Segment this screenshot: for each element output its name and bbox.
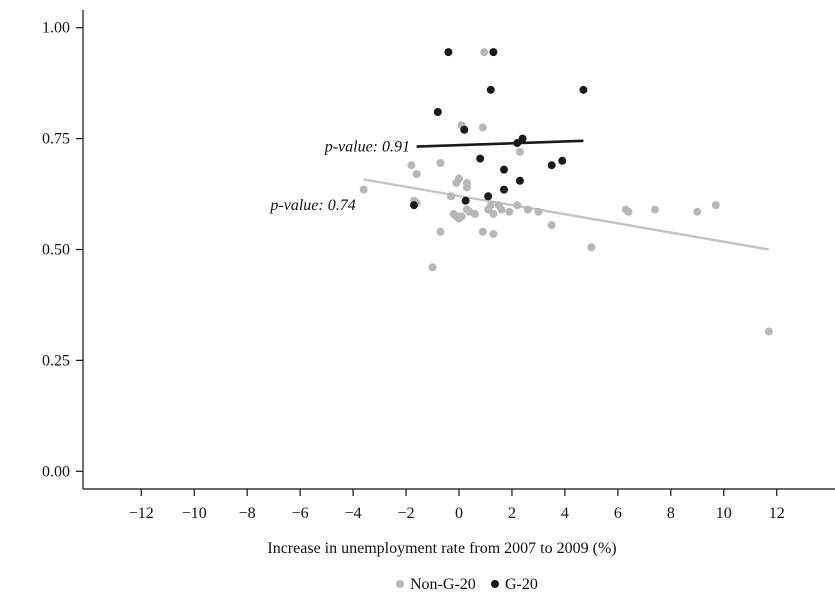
- y-tick-label: 1.00: [42, 20, 70, 37]
- point-g-20: [409, 201, 418, 210]
- point-non-g-20: [693, 207, 702, 216]
- point-g-20: [518, 134, 527, 143]
- fit-lines: [363, 139, 770, 251]
- x-tick-label: −4: [345, 505, 362, 522]
- point-non-g-20: [489, 210, 498, 219]
- y-tick-label: 0.25: [42, 352, 70, 369]
- x-tick-label: 0: [455, 505, 463, 522]
- legend-marker-g-20: [491, 580, 499, 588]
- point-non-g-20: [470, 210, 479, 219]
- point-g-20: [500, 185, 509, 194]
- point-g-20: [444, 48, 453, 57]
- legend-label-non-g-20: Non-G-20: [410, 576, 476, 593]
- point-g-20: [489, 48, 498, 57]
- point-non-g-20: [534, 207, 543, 216]
- point-non-g-20: [513, 201, 522, 210]
- point-non-g-20: [480, 48, 489, 57]
- point-non-g-20: [359, 185, 368, 194]
- point-g-20: [500, 165, 509, 174]
- point-g-20: [433, 108, 442, 117]
- point-non-g-20: [523, 205, 532, 214]
- legend-label-g-20: G-20: [505, 576, 538, 593]
- x-tick-label: 10: [716, 505, 732, 522]
- x-tick-label: 2: [508, 505, 516, 522]
- point-non-g-20: [455, 174, 463, 183]
- point-g-20: [579, 85, 588, 94]
- point-non-g-20: [711, 201, 720, 210]
- point-non-g-20: [489, 229, 498, 238]
- point-non-g-20: [436, 159, 445, 168]
- y-tick-label: 0.00: [42, 463, 70, 480]
- point-non-g-20: [547, 221, 556, 230]
- x-tick-label: −10: [182, 505, 207, 522]
- point-g-20: [476, 154, 485, 163]
- legend: Non-G-20 G-20: [396, 576, 538, 593]
- point-non-g-20: [412, 170, 421, 179]
- point-non-g-20: [478, 227, 487, 236]
- point-non-g-20: [447, 192, 456, 201]
- fit-line-non-g-20: [363, 178, 770, 251]
- point-non-g-20: [428, 263, 437, 272]
- point-non-g-20: [505, 207, 514, 216]
- axes: 0.00 0.25 0.50 0.75 1.00 −12 −10 −8 −6 −4 −2 0 2 4 6 8 1…: [42, 10, 835, 557]
- x-tick-label: −8: [239, 505, 256, 522]
- x-tick-label: 4: [561, 505, 569, 522]
- point-g-20: [461, 196, 470, 205]
- x-axis-title: Increase in unemployment rate from 2007 …: [267, 540, 616, 557]
- point-g-20: [486, 85, 495, 94]
- point-non-g-20: [515, 147, 524, 156]
- y-tick-label: 0.50: [42, 242, 70, 259]
- x-tick-label: 12: [769, 505, 785, 522]
- point-non-g-20: [486, 201, 495, 210]
- x-tick-label: −2: [398, 505, 415, 522]
- annotations: p-value: 0.91 p-value: 0.74: [269, 139, 410, 215]
- point-non-g-20: [436, 227, 445, 236]
- point-g-20: [547, 161, 556, 170]
- x-tick-label: −6: [292, 505, 309, 522]
- x-tick-label: −12: [129, 505, 154, 522]
- point-non-g-20: [457, 212, 466, 221]
- legend-marker-non-g-20: [396, 580, 404, 588]
- point-non-g-20: [650, 205, 659, 214]
- point-non-g-20: [624, 207, 633, 216]
- point-g-20: [484, 192, 493, 201]
- point-non-g-20: [407, 161, 416, 170]
- point-non-g-20: [587, 243, 596, 252]
- point-non-g-20: [462, 183, 471, 192]
- x-tick-label: 8: [667, 505, 675, 522]
- x-tick-label: 6: [614, 505, 622, 522]
- data-points: [359, 48, 773, 336]
- point-non-g-20: [764, 327, 773, 336]
- point-g-20: [460, 125, 469, 134]
- point-non-g-20: [497, 205, 506, 214]
- fit-line-g-20: [416, 139, 584, 148]
- p-value-label: p-value: 0.74: [269, 197, 355, 214]
- y-tick-label: 0.75: [42, 131, 70, 148]
- point-g-20: [515, 176, 524, 185]
- p-value-label: p-value: 0.91: [324, 139, 410, 156]
- point-g-20: [558, 156, 567, 165]
- point-g-20: [513, 139, 522, 148]
- point-non-g-20: [478, 123, 487, 132]
